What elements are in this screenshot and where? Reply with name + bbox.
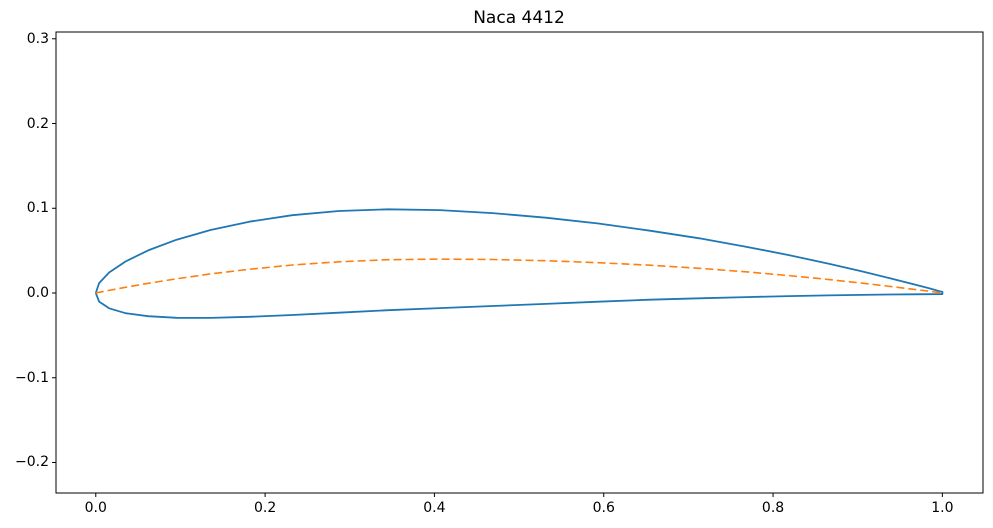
y-tick-label-2: 0.0 <box>26 285 49 301</box>
x-tick-label-0: 0.0 <box>84 500 107 516</box>
airfoil-outline-line <box>94 208 944 319</box>
chart-title: Naca 4412 <box>473 8 565 28</box>
y-tick-label-3: 0.1 <box>26 200 49 217</box>
y-tick-label-5: 0.3 <box>26 30 49 47</box>
tick-marks <box>52 38 943 497</box>
axes-box <box>55 31 984 494</box>
x-tick-label-5: 1.0 <box>931 500 954 516</box>
y-tick-label-1: −0.1 <box>15 369 49 386</box>
x-tick-label-3: 0.6 <box>592 500 615 516</box>
x-tick-label-1: 0.2 <box>253 500 277 516</box>
y-tick-label-0: −0.2 <box>15 454 49 471</box>
x-tick-label-2: 0.4 <box>423 500 446 516</box>
camber-line <box>95 258 943 294</box>
x-tick-label-4: 0.8 <box>761 500 785 516</box>
y-tick-label-4: 0.2 <box>26 115 49 132</box>
